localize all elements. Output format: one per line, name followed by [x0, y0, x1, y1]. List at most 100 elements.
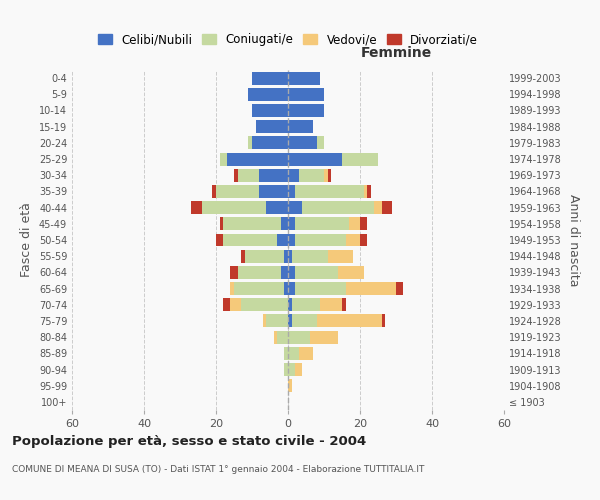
Y-axis label: Fasce di età: Fasce di età: [20, 202, 33, 278]
Bar: [292, 250, 328, 262]
Bar: [346, 282, 396, 295]
Bar: [284, 282, 288, 295]
Bar: [284, 363, 288, 376]
Bar: [288, 136, 317, 149]
Bar: [299, 347, 313, 360]
Bar: [252, 104, 288, 117]
Bar: [284, 250, 288, 262]
Bar: [317, 136, 324, 149]
Bar: [259, 185, 288, 198]
Bar: [248, 136, 252, 149]
Bar: [317, 314, 382, 328]
Bar: [288, 282, 295, 295]
Bar: [299, 169, 324, 181]
Bar: [256, 120, 288, 133]
Bar: [288, 234, 295, 246]
Bar: [281, 266, 288, 279]
Bar: [230, 266, 238, 279]
Bar: [295, 266, 338, 279]
Bar: [248, 88, 288, 101]
Bar: [346, 234, 360, 246]
Bar: [230, 282, 234, 295]
Bar: [288, 152, 342, 166]
Bar: [234, 282, 284, 295]
Bar: [241, 298, 288, 311]
Bar: [288, 379, 292, 392]
Bar: [212, 185, 216, 198]
Bar: [277, 234, 288, 246]
Bar: [288, 201, 302, 214]
Bar: [266, 201, 288, 214]
Bar: [320, 298, 342, 311]
Bar: [302, 201, 374, 214]
Bar: [191, 201, 202, 214]
Bar: [295, 234, 346, 246]
Bar: [328, 250, 353, 262]
Bar: [328, 169, 331, 181]
Bar: [227, 152, 288, 166]
Bar: [396, 282, 403, 295]
Bar: [288, 169, 299, 181]
Bar: [360, 234, 367, 246]
Bar: [281, 218, 288, 230]
Bar: [252, 136, 288, 149]
Bar: [288, 88, 324, 101]
Bar: [274, 330, 277, 344]
Bar: [288, 298, 292, 311]
Bar: [295, 218, 349, 230]
Legend: Celibi/Nubili, Coniugati/e, Vedovi/e, Divorziati/e: Celibi/Nubili, Coniugati/e, Vedovi/e, Di…: [93, 28, 483, 50]
Bar: [220, 218, 223, 230]
Bar: [382, 314, 385, 328]
Bar: [295, 282, 346, 295]
Bar: [288, 266, 295, 279]
Bar: [288, 218, 295, 230]
Bar: [288, 330, 310, 344]
Bar: [374, 201, 382, 214]
Bar: [223, 298, 230, 311]
Bar: [241, 250, 245, 262]
Bar: [338, 266, 364, 279]
Bar: [364, 185, 367, 198]
Bar: [259, 169, 288, 181]
Bar: [223, 218, 281, 230]
Bar: [230, 298, 241, 311]
Bar: [342, 298, 346, 311]
Bar: [288, 72, 320, 85]
Bar: [238, 266, 281, 279]
Bar: [288, 363, 295, 376]
Bar: [277, 330, 288, 344]
Bar: [324, 169, 328, 181]
Bar: [342, 152, 378, 166]
Bar: [349, 218, 360, 230]
Bar: [382, 201, 392, 214]
Text: Femmine: Femmine: [361, 46, 431, 60]
Bar: [284, 347, 288, 360]
Bar: [223, 234, 277, 246]
Bar: [234, 169, 238, 181]
Bar: [360, 218, 367, 230]
Bar: [220, 152, 227, 166]
Text: COMUNE DI MEANA DI SUSA (TO) - Dati ISTAT 1° gennaio 2004 - Elaborazione TUTTITA: COMUNE DI MEANA DI SUSA (TO) - Dati ISTA…: [12, 465, 424, 474]
Bar: [216, 234, 223, 246]
Bar: [252, 72, 288, 85]
Bar: [238, 169, 259, 181]
Bar: [263, 314, 266, 328]
Bar: [292, 314, 317, 328]
Bar: [288, 250, 292, 262]
Bar: [288, 120, 313, 133]
Bar: [292, 298, 320, 311]
Bar: [266, 314, 288, 328]
Bar: [367, 185, 371, 198]
Bar: [216, 185, 259, 198]
Bar: [310, 330, 338, 344]
Bar: [288, 347, 299, 360]
Bar: [295, 363, 302, 376]
Text: Popolazione per età, sesso e stato civile - 2004: Popolazione per età, sesso e stato civil…: [12, 435, 366, 448]
Bar: [202, 201, 266, 214]
Bar: [288, 185, 295, 198]
Bar: [288, 104, 324, 117]
Y-axis label: Anni di nascita: Anni di nascita: [567, 194, 580, 286]
Bar: [288, 314, 292, 328]
Bar: [245, 250, 284, 262]
Bar: [295, 185, 364, 198]
